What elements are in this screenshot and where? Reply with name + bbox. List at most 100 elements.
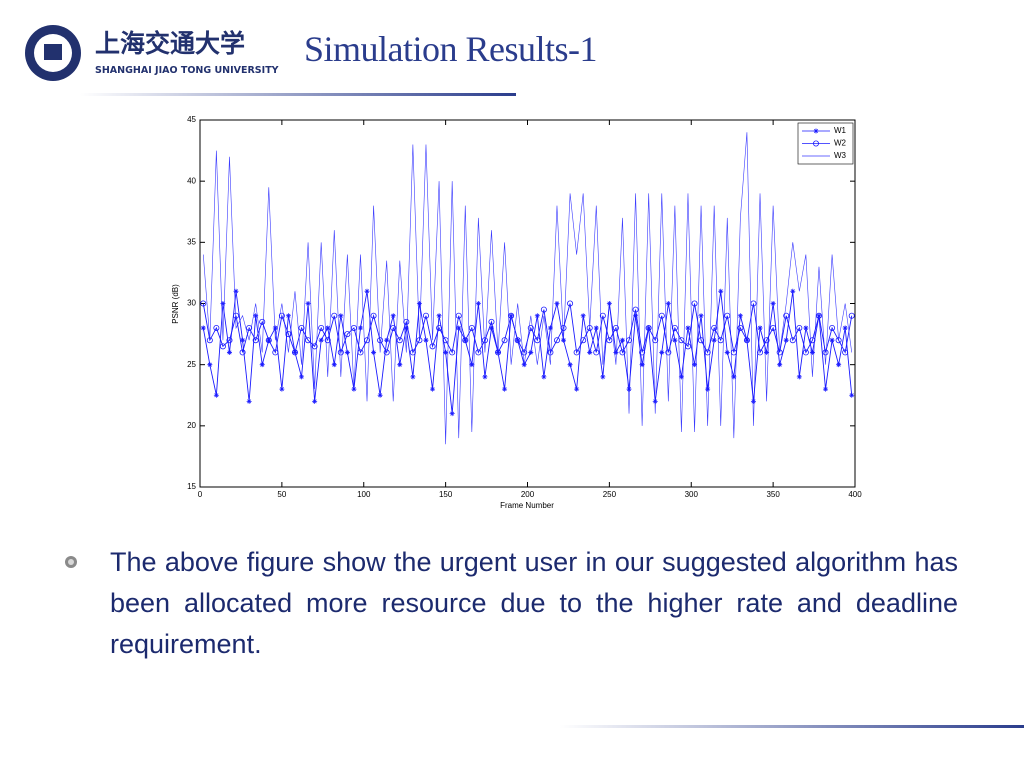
logo-emblem-core — [44, 44, 62, 60]
data-point — [482, 374, 488, 380]
data-point — [567, 362, 573, 368]
data-point — [540, 306, 547, 313]
data-point — [626, 386, 632, 392]
header-rule — [80, 93, 516, 96]
data-point — [364, 288, 370, 294]
data-point — [357, 325, 363, 331]
y-tick-label: 15 — [187, 482, 196, 491]
legend-marker — [813, 128, 819, 134]
bullet-icon-inner — [68, 559, 74, 565]
data-point — [527, 324, 534, 331]
x-tick-label: 100 — [357, 490, 371, 499]
footer-rule — [560, 725, 1024, 728]
data-point — [233, 288, 239, 294]
series-line — [202, 303, 853, 355]
data-point — [285, 313, 291, 319]
data-point — [757, 325, 763, 331]
data-point — [514, 337, 521, 344]
data-point — [403, 318, 410, 325]
data-point — [377, 392, 383, 398]
data-point — [737, 324, 744, 331]
data-point — [823, 386, 829, 392]
data-point — [626, 337, 633, 344]
data-point — [219, 343, 226, 350]
data-point — [718, 288, 724, 294]
data-point — [305, 301, 311, 306]
data-point — [665, 349, 672, 356]
y-tick-label: 20 — [187, 421, 196, 430]
data-point — [809, 349, 815, 355]
data-point — [265, 337, 272, 344]
data-point — [312, 398, 318, 404]
data-point — [652, 337, 659, 344]
data-point — [790, 288, 796, 294]
data-point — [213, 392, 219, 398]
data-point — [744, 337, 750, 343]
data-point — [574, 386, 580, 392]
legend-label: W2 — [834, 139, 847, 148]
data-point — [416, 301, 422, 306]
data-point — [737, 313, 743, 319]
y-tick-label: 35 — [187, 237, 196, 246]
data-point — [606, 337, 613, 344]
data-point — [200, 325, 206, 331]
data-point — [724, 349, 730, 355]
data-point — [429, 343, 436, 350]
data-point — [711, 337, 717, 343]
data-point — [377, 337, 384, 344]
data-point — [488, 325, 494, 331]
x-tick-label: 0 — [198, 490, 203, 499]
data-point — [704, 349, 711, 356]
data-point — [259, 318, 266, 325]
data-point — [213, 324, 220, 331]
legend-label: W3 — [834, 151, 847, 160]
data-point — [750, 398, 756, 404]
data-point — [586, 324, 593, 331]
data-point — [350, 324, 357, 331]
data-point — [553, 337, 560, 344]
data-point — [835, 337, 842, 344]
data-point — [338, 313, 344, 319]
data-point — [449, 411, 455, 417]
data-point — [481, 337, 488, 344]
data-point — [711, 324, 718, 331]
data-point — [462, 337, 469, 344]
data-point — [665, 301, 671, 306]
data-point — [652, 398, 658, 404]
data-point — [475, 301, 481, 306]
y-tick-label: 40 — [187, 176, 196, 185]
data-point — [455, 312, 462, 319]
data-point — [272, 325, 278, 331]
x-tick-label: 400 — [848, 490, 862, 499]
data-point — [200, 300, 207, 307]
data-point — [344, 349, 350, 355]
x-tick-label: 300 — [685, 490, 699, 499]
data-point — [331, 312, 338, 319]
y-tick-label: 30 — [187, 299, 196, 308]
bullet-text: The above figure show the urgent user in… — [110, 547, 958, 659]
data-point — [783, 312, 790, 319]
data-point — [685, 325, 691, 331]
data-point — [692, 362, 698, 368]
data-point — [561, 337, 567, 343]
data-point — [226, 337, 233, 344]
data-point — [298, 324, 305, 331]
data-point — [836, 362, 842, 368]
data-point — [599, 312, 606, 319]
data-point — [318, 324, 325, 331]
data-point — [528, 349, 534, 355]
data-point — [364, 337, 371, 344]
data-point — [678, 337, 685, 344]
data-point — [587, 349, 593, 355]
slide-title: Simulation Results-1 — [304, 29, 598, 69]
x-tick-label: 350 — [766, 490, 780, 499]
data-point — [777, 362, 783, 368]
x-tick-label: 200 — [521, 490, 535, 499]
data-point — [848, 312, 855, 319]
data-point — [468, 324, 475, 331]
data-point — [351, 386, 357, 392]
data-point — [567, 300, 574, 307]
data-point — [534, 313, 540, 319]
